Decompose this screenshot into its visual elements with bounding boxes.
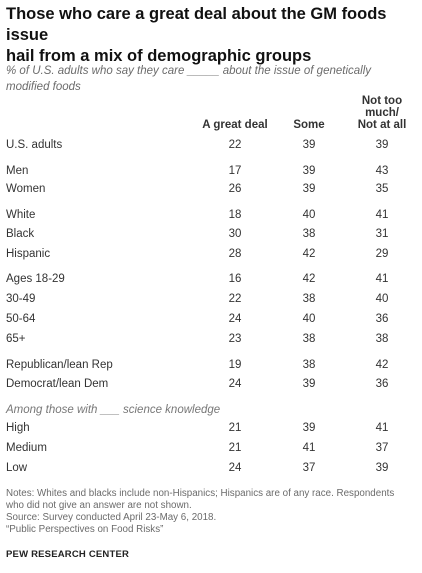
- table-row: Democrat/lean Dem 24 39 36: [0, 376, 422, 392]
- some-value: 38: [302, 333, 316, 345]
- great-deal-value: 17: [228, 165, 242, 177]
- report-title-line: “Public Perspectives on Food Risks”: [6, 524, 164, 535]
- science-knowledge-section-label: Among those with ___ science knowledge: [6, 404, 221, 416]
- great-deal-value: 24: [228, 462, 242, 474]
- row-label: Medium: [6, 442, 47, 454]
- row-label: Women: [6, 183, 46, 195]
- not-too-much-value: 41: [375, 209, 389, 221]
- great-deal-value: 23: [228, 333, 242, 345]
- row-label: Low: [6, 462, 28, 474]
- row-label: White: [6, 209, 36, 221]
- not-too-much-value: 41: [375, 422, 389, 434]
- subtitle-line-1: % of U.S. adults who say they care _____…: [6, 65, 372, 77]
- great-deal-value: 22: [228, 293, 242, 305]
- great-deal-value: 16: [228, 273, 242, 285]
- some-value: 40: [302, 313, 316, 325]
- chart-subtitle: % of U.S. adults who say they care _____…: [6, 63, 416, 95]
- note-line-1: Notes: Whites and blacks include non-His…: [6, 488, 395, 499]
- row-label: Hispanic: [6, 248, 51, 260]
- note-line-2: who did not give an answer are not shown…: [6, 500, 192, 511]
- not-too-much-value: 42: [375, 359, 389, 371]
- row-label: High: [6, 422, 30, 434]
- not-too-much-value: 36: [375, 313, 389, 325]
- great-deal-value: 18: [228, 209, 242, 221]
- some-value: 40: [302, 209, 316, 221]
- row-label: Black: [6, 228, 35, 240]
- title-line-1: Those who care a great deal about the GM…: [6, 5, 387, 44]
- table-row: Medium 21 41 37: [0, 440, 422, 456]
- not-too-much-value: 37: [375, 442, 389, 454]
- row-label: 30-49: [6, 293, 36, 305]
- some-value: 39: [302, 139, 316, 151]
- not-too-much-value: 38: [375, 333, 389, 345]
- some-value: 39: [302, 422, 316, 434]
- great-deal-value: 24: [228, 313, 242, 325]
- not-too-much-value: 43: [375, 165, 389, 177]
- some-value: 39: [302, 183, 316, 195]
- great-deal-value: 28: [228, 248, 242, 260]
- not-too-much-value: 35: [375, 183, 389, 195]
- great-deal-value: 21: [228, 422, 242, 434]
- table-row: Men 17 39 43: [0, 163, 422, 179]
- some-value: 39: [302, 378, 316, 390]
- some-value: 42: [302, 248, 316, 260]
- some-value: 37: [302, 462, 316, 474]
- row-label: 50-64: [6, 313, 36, 325]
- table-row: Low 24 37 39: [0, 460, 422, 476]
- table-row: 50-64 24 40 36: [0, 311, 422, 327]
- row-label: Democrat/lean Dem: [6, 378, 109, 390]
- notes: Notes: Whites and blacks include non-His…: [6, 488, 418, 536]
- table-row: Black 30 38 31: [0, 226, 422, 242]
- table-row: 30-49 22 38 40: [0, 291, 422, 307]
- row-label: 65+: [6, 333, 26, 345]
- column-header-2-line: Not at all: [357, 119, 407, 131]
- some-value: 42: [302, 273, 316, 285]
- source-line: Source: Survey conducted April 23-May 6,…: [6, 512, 217, 523]
- table-row: Hispanic 28 42 29: [0, 246, 422, 262]
- column-header-0-line: A great deal: [202, 119, 268, 131]
- some-value: 39: [302, 165, 316, 177]
- great-deal-value: 22: [228, 139, 242, 151]
- great-deal-value: 19: [228, 359, 242, 371]
- table-row: Women 26 39 35: [0, 181, 422, 197]
- great-deal-value: 24: [228, 378, 242, 390]
- column-header-2-line: Not too: [361, 95, 403, 107]
- table-row: 65+ 23 38 38: [0, 331, 422, 347]
- column-header-2: Not too much/Not at all: [347, 95, 417, 131]
- column-header-1-line: Some: [293, 119, 325, 131]
- not-too-much-value: 39: [375, 462, 389, 474]
- table-row: White 18 40 41: [0, 207, 422, 223]
- some-value: 38: [302, 228, 316, 240]
- table-row: Ages 18-29 16 42 41: [0, 271, 422, 287]
- not-too-much-value: 39: [375, 139, 389, 151]
- column-header-0: A great deal: [190, 119, 280, 131]
- not-too-much-value: 36: [375, 378, 389, 390]
- row-label: Men: [6, 165, 29, 177]
- pew-research-center-label: PEW RESEARCH CENTER: [6, 549, 130, 560]
- some-value: 38: [302, 293, 316, 305]
- great-deal-value: 30: [228, 228, 242, 240]
- row-label: U.S. adults: [6, 139, 63, 151]
- column-header-2-line: much/: [365, 107, 399, 119]
- table-row: Republican/lean Rep 19 38 42: [0, 357, 422, 373]
- row-label: Republican/lean Rep: [6, 359, 113, 371]
- chart-title: Those who care a great deal about the GM…: [6, 4, 418, 67]
- not-too-much-value: 41: [375, 273, 389, 285]
- not-too-much-value: 29: [375, 248, 389, 260]
- table-row: High 21 39 41: [0, 420, 422, 436]
- not-too-much-value: 40: [375, 293, 389, 305]
- great-deal-value: 26: [228, 183, 242, 195]
- subtitle-line-2: modified foods: [6, 81, 81, 93]
- column-header-1: Some: [279, 119, 339, 131]
- table-row: U.S. adults 22 39 39: [0, 137, 422, 153]
- some-value: 38: [302, 359, 316, 371]
- some-value: 41: [302, 442, 316, 454]
- not-too-much-value: 31: [375, 228, 389, 240]
- title-line-2: hail from a mix of demographic groups: [6, 47, 312, 65]
- great-deal-value: 21: [228, 442, 242, 454]
- row-label: Ages 18-29: [6, 273, 65, 285]
